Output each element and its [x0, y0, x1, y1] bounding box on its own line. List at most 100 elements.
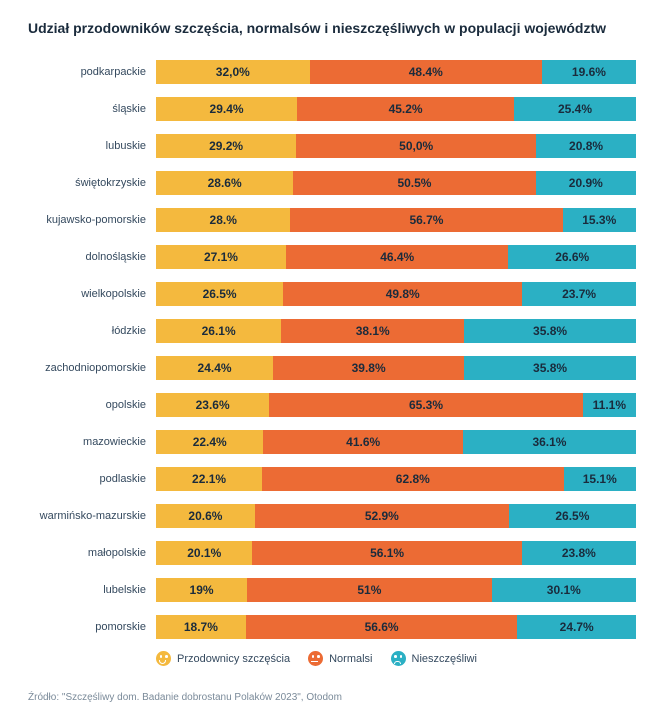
segment-normal: 65.3%	[269, 393, 582, 417]
segment-normal: 50,0%	[296, 134, 536, 158]
chart-row: dolnośląskie27.1%46.4%26.6%	[28, 243, 636, 271]
segment-unhappy: 15.3%	[563, 208, 636, 232]
row-label: łódzkie	[28, 325, 156, 337]
segment-unhappy: 11.1%	[583, 393, 636, 417]
chart-row: opolskie23.6%65.3%11.1%	[28, 391, 636, 419]
segment-happy: 29.2%	[156, 134, 296, 158]
row-label: śląskie	[28, 103, 156, 115]
legend-label: Normalsi	[329, 653, 372, 665]
row-label: lubelskie	[28, 584, 156, 596]
stacked-bar: 24.4%39.8%35.8%	[156, 356, 636, 380]
row-label: małopolskie	[28, 547, 156, 559]
segment-normal: 51%	[247, 578, 492, 602]
stacked-bar: 20.1%56.1%23.8%	[156, 541, 636, 565]
row-label: podkarpackie	[28, 66, 156, 78]
stacked-bar: 19%51%30.1%	[156, 578, 636, 602]
stacked-bar: 28.%56.7%15.3%	[156, 208, 636, 232]
segment-unhappy: 25.4%	[514, 97, 636, 121]
segment-unhappy: 23.8%	[522, 541, 636, 565]
segment-happy: 28.%	[156, 208, 290, 232]
legend-label: Przodownicy szczęścia	[177, 653, 290, 665]
segment-normal: 56.6%	[246, 615, 518, 639]
segment-normal: 45.2%	[297, 97, 514, 121]
stacked-bar: 26.5%49.8%23.7%	[156, 282, 636, 306]
chart-row: świętokrzyskie28.6%50.5%20.9%	[28, 169, 636, 197]
segment-unhappy: 35.8%	[464, 319, 636, 343]
row-label: lubuskie	[28, 140, 156, 152]
legend-item: Normalsi	[308, 651, 372, 666]
legend-label: Nieszczęśliwi	[412, 653, 477, 665]
legend-item: Przodownicy szczęścia	[156, 651, 290, 666]
chart-row: lubuskie29.2%50,0%20.8%	[28, 132, 636, 160]
segment-normal: 39.8%	[273, 356, 464, 380]
stacked-bar: 23.6%65.3%11.1%	[156, 393, 636, 417]
legend-item: Nieszczęśliwi	[391, 651, 477, 666]
source-text: Źródło: "Szczęśliwy dom. Badanie dobrost…	[28, 692, 636, 703]
segment-normal: 48.4%	[310, 60, 542, 84]
stacked-bar: 29.4%45.2%25.4%	[156, 97, 636, 121]
chart-row: śląskie29.4%45.2%25.4%	[28, 95, 636, 123]
segment-unhappy: 24.7%	[517, 615, 636, 639]
row-label: kujawsko-pomorskie	[28, 214, 156, 226]
segment-normal: 41.6%	[263, 430, 462, 454]
segment-happy: 23.6%	[156, 393, 269, 417]
chart-row: pomorskie18.7%56.6%24.7%	[28, 613, 636, 641]
segment-unhappy: 35.8%	[464, 356, 636, 380]
stacked-bar: 22.1%62.8%15.1%	[156, 467, 636, 491]
chart-row: łódzkie26.1%38.1%35.8%	[28, 317, 636, 345]
stacked-bar: 20.6%52.9%26.5%	[156, 504, 636, 528]
segment-happy: 20.1%	[156, 541, 252, 565]
chart-row: mazowieckie22.4%41.6%36.1%	[28, 428, 636, 456]
segment-unhappy: 20.9%	[536, 171, 636, 195]
segment-happy: 22.1%	[156, 467, 262, 491]
segment-happy: 32,0%	[156, 60, 310, 84]
chart-row: lubelskie19%51%30.1%	[28, 576, 636, 604]
segment-happy: 24.4%	[156, 356, 273, 380]
row-label: świętokrzyskie	[28, 177, 156, 189]
row-label: warmińsko-mazurskie	[28, 510, 156, 522]
segment-happy: 19%	[156, 578, 247, 602]
chart-row: małopolskie20.1%56.1%23.8%	[28, 539, 636, 567]
row-label: opolskie	[28, 399, 156, 411]
segment-unhappy: 15.1%	[564, 467, 636, 491]
segment-unhappy: 36.1%	[463, 430, 636, 454]
chart-row: warmińsko-mazurskie20.6%52.9%26.5%	[28, 502, 636, 530]
chart-row: wielkopolskie26.5%49.8%23.7%	[28, 280, 636, 308]
segment-happy: 27.1%	[156, 245, 286, 269]
row-label: mazowieckie	[28, 436, 156, 448]
chart-row: podlaskie22.1%62.8%15.1%	[28, 465, 636, 493]
segment-unhappy: 26.5%	[509, 504, 636, 528]
segment-happy: 26.5%	[156, 282, 283, 306]
segment-normal: 38.1%	[281, 319, 464, 343]
segment-unhappy: 19.6%	[542, 60, 636, 84]
segment-happy: 26.1%	[156, 319, 281, 343]
segment-normal: 62.8%	[262, 467, 563, 491]
stacked-bar: 27.1%46.4%26.6%	[156, 245, 636, 269]
segment-normal: 56.1%	[252, 541, 521, 565]
stacked-bar: 22.4%41.6%36.1%	[156, 430, 636, 454]
segment-normal: 49.8%	[283, 282, 522, 306]
segment-unhappy: 26.6%	[508, 245, 636, 269]
chart-row: kujawsko-pomorskie28.%56.7%15.3%	[28, 206, 636, 234]
chart-row: zachodniopomorskie24.4%39.8%35.8%	[28, 354, 636, 382]
stacked-bar: 26.1%38.1%35.8%	[156, 319, 636, 343]
segment-unhappy: 30.1%	[492, 578, 636, 602]
row-label: wielkopolskie	[28, 288, 156, 300]
legend: Przodownicy szczęścia Normalsi Nieszczęśli…	[28, 651, 636, 666]
segment-normal: 50.5%	[293, 171, 535, 195]
segment-unhappy: 20.8%	[536, 134, 636, 158]
segment-normal: 56.7%	[290, 208, 562, 232]
stacked-bar-chart: podkarpackie32,0%48.4%19.6% śląskie29.4%4…	[28, 58, 636, 641]
segment-happy: 28.6%	[156, 171, 293, 195]
stacked-bar: 28.6%50.5%20.9%	[156, 171, 636, 195]
segment-happy: 18.7%	[156, 615, 246, 639]
sad-face-icon	[391, 651, 406, 666]
segment-unhappy: 23.7%	[522, 282, 636, 306]
row-label: zachodniopomorskie	[28, 362, 156, 374]
neutral-face-icon	[308, 651, 323, 666]
segment-normal: 46.4%	[286, 245, 509, 269]
row-label: podlaskie	[28, 473, 156, 485]
chart-row: podkarpackie32,0%48.4%19.6%	[28, 58, 636, 86]
chart-title: Udział przodowników szczęścia, normalsów…	[28, 20, 636, 36]
row-label: dolnośląskie	[28, 251, 156, 263]
